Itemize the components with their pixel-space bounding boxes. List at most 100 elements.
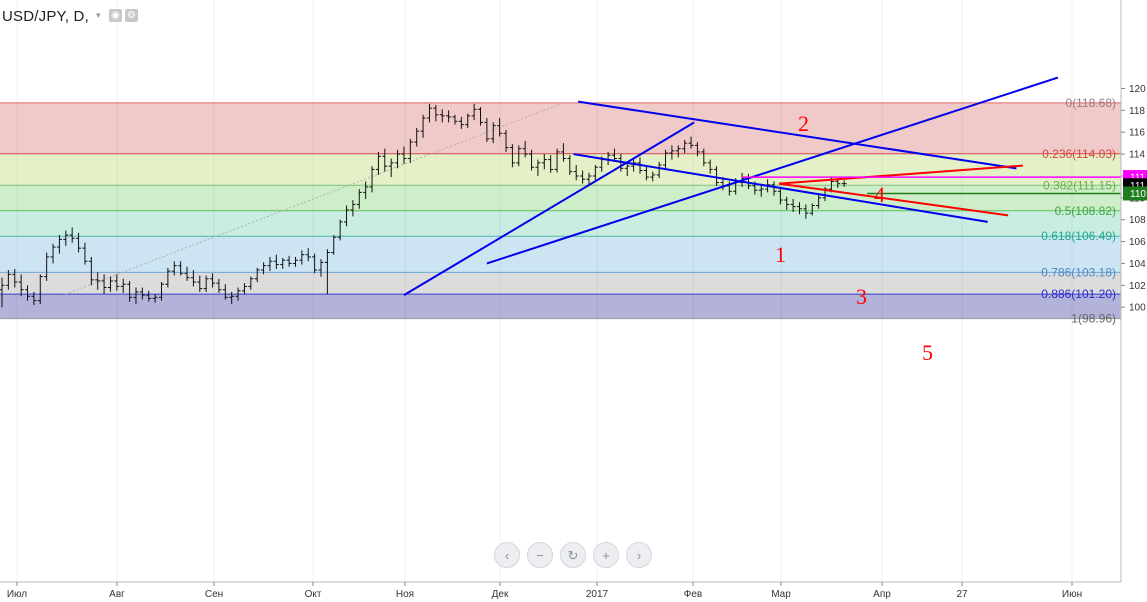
ohlc-bar xyxy=(50,243,56,264)
ohlc-bar xyxy=(803,204,809,219)
ohlc-bar xyxy=(701,148,707,167)
ohlc-bar xyxy=(529,149,535,171)
time-axis[interactable]: Июл Авг Сен Окт Ноя Дек 2017 Фев Мар Апр 27 Июн xyxy=(0,581,1121,600)
ohlc-bar xyxy=(592,165,598,181)
ohlc-bar xyxy=(395,149,401,169)
time-tick-label: Сен xyxy=(205,589,223,600)
ohlc-bar xyxy=(197,275,203,292)
ohlc-bar xyxy=(324,249,330,295)
ohlc-bar xyxy=(210,273,216,288)
settings-icon[interactable]: ⚙ xyxy=(125,9,138,22)
ohlc-bar xyxy=(541,154,547,170)
ohlc-bar xyxy=(350,200,356,217)
ohlc-bar xyxy=(331,235,337,255)
ohlc-bar xyxy=(707,159,713,174)
ohlc-bar xyxy=(184,266,190,281)
ohlc-bar xyxy=(631,159,637,172)
uptrend-channel-lower[interactable] xyxy=(403,121,695,297)
time-tick-label: Июл xyxy=(7,589,27,600)
ohlc-bar xyxy=(344,205,350,227)
ohlc-bar xyxy=(76,232,82,253)
fib-label-0.382: 0.382(111.15) xyxy=(1043,178,1116,192)
ohlc-bar xyxy=(714,166,720,186)
trend-lines[interactable] xyxy=(403,76,1147,297)
chart-navigation: ‹ − ↻ + › xyxy=(494,542,652,568)
scroll-left-button[interactable]: ‹ xyxy=(494,542,520,568)
ohlc-bar xyxy=(95,272,101,290)
scroll-right-button[interactable]: › xyxy=(626,542,652,568)
ohlc-bar xyxy=(312,253,318,274)
ohlc-bar xyxy=(280,257,286,269)
wave-label-4: 4 xyxy=(874,182,885,207)
ohlc-bar xyxy=(127,280,133,302)
ohlc-bar xyxy=(216,278,222,293)
ohlc-bar xyxy=(516,145,522,167)
price-tag-label: 110 xyxy=(1130,189,1146,200)
fib-label-0.618: 0.618(106.49) xyxy=(1041,229,1116,243)
ohlc-bar xyxy=(452,114,458,125)
fib-label-0: 0(118.68) xyxy=(1066,96,1116,110)
ohlc-bar xyxy=(675,145,681,158)
ohlc-bar xyxy=(203,275,209,292)
ohlc-bar xyxy=(669,145,675,160)
ohlc-bar xyxy=(190,270,196,287)
zoom-out-button[interactable]: − xyxy=(527,542,553,568)
ohlc-bar xyxy=(809,203,815,216)
wedge-upper[interactable] xyxy=(779,164,1023,185)
price-axis[interactable]: 120118116114112110108106104102100 xyxy=(1120,0,1147,602)
ohlc-bar xyxy=(797,202,802,215)
ohlc-bar xyxy=(63,230,69,246)
ohlc-bar xyxy=(235,287,241,301)
ohlc-bar xyxy=(69,227,75,243)
ohlc-bar xyxy=(624,161,630,176)
time-tick-label: Июн xyxy=(1062,589,1082,600)
ohlc-bar xyxy=(159,282,164,301)
wave-label-3: 3 xyxy=(856,284,867,309)
price-tick-label: 114 xyxy=(1129,150,1145,161)
ohlc-bar xyxy=(31,291,37,306)
ohlc-bar xyxy=(305,248,311,262)
fib-band-0.786 xyxy=(0,272,1121,295)
ohlc-bar xyxy=(611,148,617,162)
ohlc-bar xyxy=(152,294,158,303)
ohlc-bar xyxy=(548,155,554,173)
ohlc-bar xyxy=(573,165,579,181)
ohlc-bar xyxy=(560,143,566,162)
reset-button[interactable]: ↻ xyxy=(560,542,586,568)
ohlc-bar xyxy=(446,110,452,123)
time-tick-label: 27 xyxy=(956,589,968,600)
eye-icon[interactable]: ◉ xyxy=(109,9,122,22)
fibonacci-retracement[interactable] xyxy=(0,102,1121,320)
ohlc-bar xyxy=(471,103,477,121)
title-controls: ▾ ◉ ⚙ xyxy=(96,9,138,22)
ohlc-bar xyxy=(503,130,509,152)
ohlc-bar xyxy=(682,139,688,154)
ohlc-bar xyxy=(478,107,483,126)
price-tick-label: 120 xyxy=(1129,84,1146,95)
time-tick-label: Апр xyxy=(873,589,891,600)
downtrend-channel-lower[interactable] xyxy=(573,153,988,223)
fib-label-0.786: 0.786(103.18) xyxy=(1041,265,1116,279)
downtrend-channel-upper[interactable] xyxy=(577,100,1017,170)
ohlc-bar xyxy=(816,194,822,209)
ohlc-bar xyxy=(44,252,50,281)
ohlc-bar xyxy=(139,287,145,300)
ohlc-bar xyxy=(178,261,184,276)
ohlc-bar xyxy=(586,172,592,185)
chevron-down-icon[interactable]: ▾ xyxy=(96,10,101,20)
price-tick-label: 116 xyxy=(1129,128,1145,139)
ohlc-bar xyxy=(509,144,515,168)
ohlc-bar xyxy=(433,104,439,122)
ohlc-bar xyxy=(484,118,490,143)
ohlc-bar xyxy=(241,283,247,295)
ohlc-bar xyxy=(650,171,656,182)
price-axis-background xyxy=(1121,0,1147,602)
wedge-lower[interactable] xyxy=(778,182,1009,217)
uptrend-channel-upper[interactable] xyxy=(486,76,1059,265)
zoom-in-button[interactable]: + xyxy=(593,542,619,568)
ohlc-bar xyxy=(777,188,783,205)
price-bars xyxy=(0,103,847,308)
time-tick-label: Дек xyxy=(492,589,509,600)
fib-band-0 xyxy=(0,102,1121,154)
